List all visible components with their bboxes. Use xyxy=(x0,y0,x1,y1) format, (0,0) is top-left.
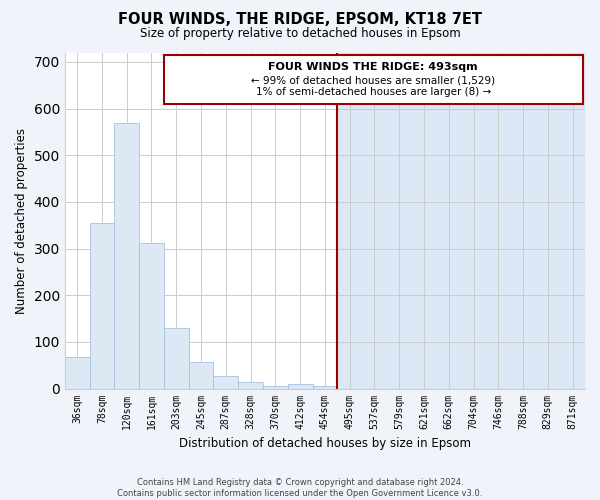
Bar xyxy=(337,52,585,388)
Bar xyxy=(313,386,337,388)
Text: FOUR WINDS, THE RIDGE, EPSOM, KT18 7ET: FOUR WINDS, THE RIDGE, EPSOM, KT18 7ET xyxy=(118,12,482,28)
Bar xyxy=(65,357,89,388)
Bar xyxy=(65,52,337,388)
Bar xyxy=(238,382,263,388)
Text: Contains HM Land Registry data © Crown copyright and database right 2024.
Contai: Contains HM Land Registry data © Crown c… xyxy=(118,478,482,498)
Bar xyxy=(263,386,288,388)
Bar xyxy=(214,376,238,388)
Text: Size of property relative to detached houses in Epsom: Size of property relative to detached ho… xyxy=(140,28,460,40)
Text: 1% of semi-detached houses are larger (8) →: 1% of semi-detached houses are larger (8… xyxy=(256,87,491,97)
Text: ← 99% of detached houses are smaller (1,529): ← 99% of detached houses are smaller (1,… xyxy=(251,76,495,86)
Bar xyxy=(115,124,139,388)
X-axis label: Distribution of detached houses by size in Epsom: Distribution of detached houses by size … xyxy=(179,437,471,450)
Bar xyxy=(89,224,115,388)
Bar xyxy=(139,243,164,388)
Bar xyxy=(164,328,188,388)
Text: FOUR WINDS THE RIDGE: 493sqm: FOUR WINDS THE RIDGE: 493sqm xyxy=(268,62,478,72)
Bar xyxy=(288,384,313,388)
Bar xyxy=(188,362,214,388)
Y-axis label: Number of detached properties: Number of detached properties xyxy=(15,128,28,314)
FancyBboxPatch shape xyxy=(164,55,583,104)
